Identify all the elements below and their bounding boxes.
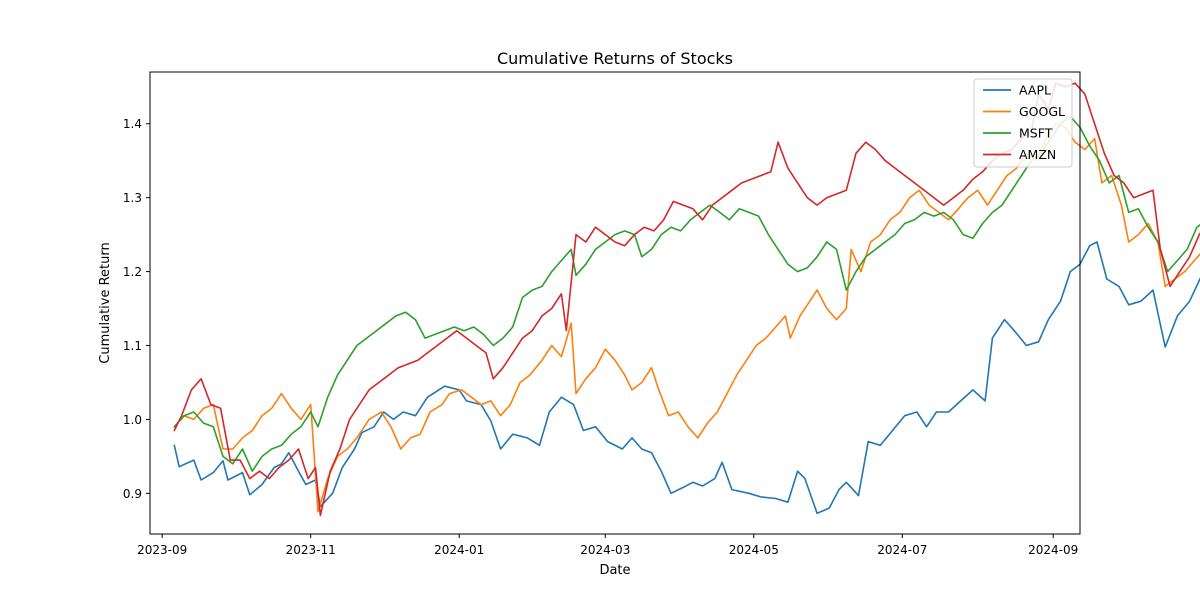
x-tick-label: 2024-01 xyxy=(434,543,484,557)
legend-label-msft: MSFT xyxy=(1019,126,1053,141)
y-axis-ticks: 0.9 1.0 1.1 1.2 1.3 1.4 xyxy=(123,117,150,501)
x-tick-label: 2024-03 xyxy=(580,543,630,557)
x-axis-ticks: 2023-09 2023-11 2024-01 2024-03 2024-05 2024-… xyxy=(137,534,1078,557)
x-tick-label: 2024-05 xyxy=(729,543,779,557)
y-tick-label: 1.2 xyxy=(123,265,142,279)
x-axis-label: Date xyxy=(599,563,630,578)
series-line-aapl xyxy=(173,241,1200,515)
plot-area xyxy=(149,71,1200,535)
chart-title: Cumulative Returns of Stocks xyxy=(497,49,733,68)
legend-label-aapl: AAPL xyxy=(1019,83,1051,98)
legend-box xyxy=(973,78,1073,168)
x-tick-label: 2023-09 xyxy=(137,543,187,557)
y-tick-label: 1.0 xyxy=(123,413,142,427)
x-tick-label: 2023-11 xyxy=(286,543,336,557)
legend-label-googl: GOOGL xyxy=(1019,104,1065,119)
plot-background xyxy=(150,72,1080,534)
x-tick-label: 2024-07 xyxy=(877,543,927,557)
y-tick-label: 1.3 xyxy=(123,191,142,205)
legend: AAPL GOOGL MSFT AMZN xyxy=(973,78,1073,168)
y-tick-label: 0.9 xyxy=(123,487,142,501)
y-tick-label: 1.4 xyxy=(123,117,142,131)
axes-frame xyxy=(149,71,1081,535)
y-axis-label: Cumulative Return xyxy=(98,242,113,363)
y-tick-label: 1.1 xyxy=(123,339,142,353)
x-tick-label: 2024-09 xyxy=(1028,543,1078,557)
legend-label-amzn: AMZN xyxy=(1019,147,1056,162)
